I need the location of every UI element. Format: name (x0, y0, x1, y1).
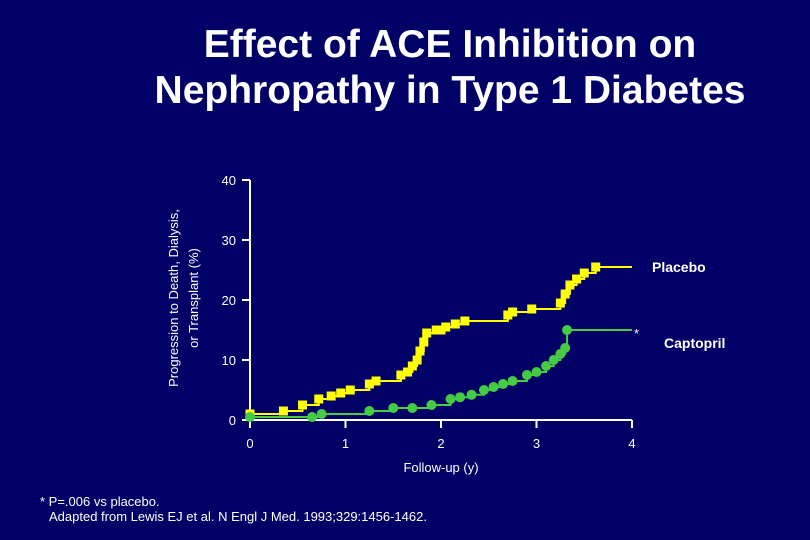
chart-title-line-1: Effect of ACE Inhibition on (203, 23, 697, 66)
placebo-point (555, 298, 565, 308)
footnote-source: Adapted from Lewis EJ et al. N Engl J Me… (49, 509, 427, 524)
placebo-point (336, 388, 346, 398)
placebo-point (278, 406, 288, 416)
y-tick-label-30: 30 (222, 233, 236, 248)
series-line-placebo (250, 266, 632, 415)
placebo-point (326, 391, 336, 401)
captopril-point (466, 389, 477, 400)
placebo-point (450, 319, 460, 329)
placebo-point (579, 268, 589, 278)
placebo-point (412, 355, 422, 365)
captopril-point (548, 355, 559, 365)
x-axis-label: Follow-up (y) (403, 460, 478, 475)
y-tick-label-20: 20 (222, 293, 236, 308)
captopril-point (562, 325, 573, 335)
series-label-placebo: Placebo (652, 259, 706, 275)
captopril-point (521, 370, 532, 380)
captopril-point (560, 343, 571, 353)
placebo-point (460, 316, 470, 326)
placebo-point (508, 307, 518, 317)
y-tick-label-0: 0 (229, 413, 236, 428)
chart-title-line-2: Nephropathy in Type 1 Diabetes (154, 69, 746, 112)
placebo-point (345, 385, 355, 395)
footnote: * P=.006 vs placebo. Adapted from Lewis … (40, 494, 427, 524)
captopril-point (316, 409, 327, 419)
series-label-captopril: Captopril (664, 335, 725, 351)
x-tick-label-1: 1 (342, 436, 349, 451)
captopril-point (364, 406, 375, 416)
captopril-significance-marker: * (634, 326, 639, 341)
placebo-point (415, 346, 425, 356)
captopril-point (307, 412, 318, 422)
chart-title: Effect of ACE Inhibition on Nephropathy … (0, 22, 810, 114)
captopril-point (245, 412, 255, 422)
placebo-point (407, 361, 417, 371)
placebo-point (560, 289, 570, 299)
captopril-point (445, 394, 456, 404)
captopril-point (541, 361, 552, 371)
placebo-point (572, 274, 582, 284)
placebo-point (298, 400, 308, 410)
placebo-point (441, 322, 451, 332)
placebo-point (403, 367, 413, 377)
x-tick-label-0: 0 (246, 436, 253, 451)
placebo-point (314, 394, 324, 404)
placebo-point (431, 325, 441, 335)
captopril-point (478, 385, 489, 395)
captopril-point (455, 392, 466, 403)
captopril-point (488, 382, 499, 392)
placebo-point (436, 325, 446, 335)
x-tick-label-3: 3 (533, 436, 540, 451)
placebo-point (591, 262, 601, 272)
y-axis-label-line-2: or Transplant (%) (186, 248, 201, 348)
placebo-point (527, 304, 537, 314)
captopril-point (407, 403, 418, 413)
footnote-significance: * P=.006 vs placebo. (40, 494, 160, 509)
y-axis-label-line-1: Progression to Death, Dialysis, (166, 209, 181, 387)
placebo-point (422, 328, 432, 338)
placebo-point (396, 370, 406, 380)
x-tick-label-4: 4 (628, 436, 635, 451)
placebo-point (565, 280, 575, 290)
captopril-point (531, 367, 542, 377)
placebo-point (503, 310, 513, 320)
y-tick-label-10: 10 (222, 353, 236, 368)
captopril-point (426, 400, 437, 410)
x-tick-label-2: 2 (437, 436, 444, 451)
captopril-point (507, 376, 518, 386)
placebo-point (419, 337, 429, 347)
captopril-point (498, 379, 509, 389)
y-tick-label-40: 40 (222, 173, 236, 188)
placebo-point (371, 376, 381, 386)
series-line-captopril (250, 329, 632, 418)
placebo-point (364, 379, 374, 389)
captopril-point (388, 403, 399, 413)
